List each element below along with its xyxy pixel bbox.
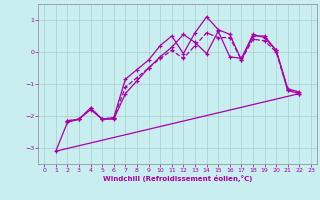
X-axis label: Windchill (Refroidissement éolien,°C): Windchill (Refroidissement éolien,°C) [103, 175, 252, 182]
